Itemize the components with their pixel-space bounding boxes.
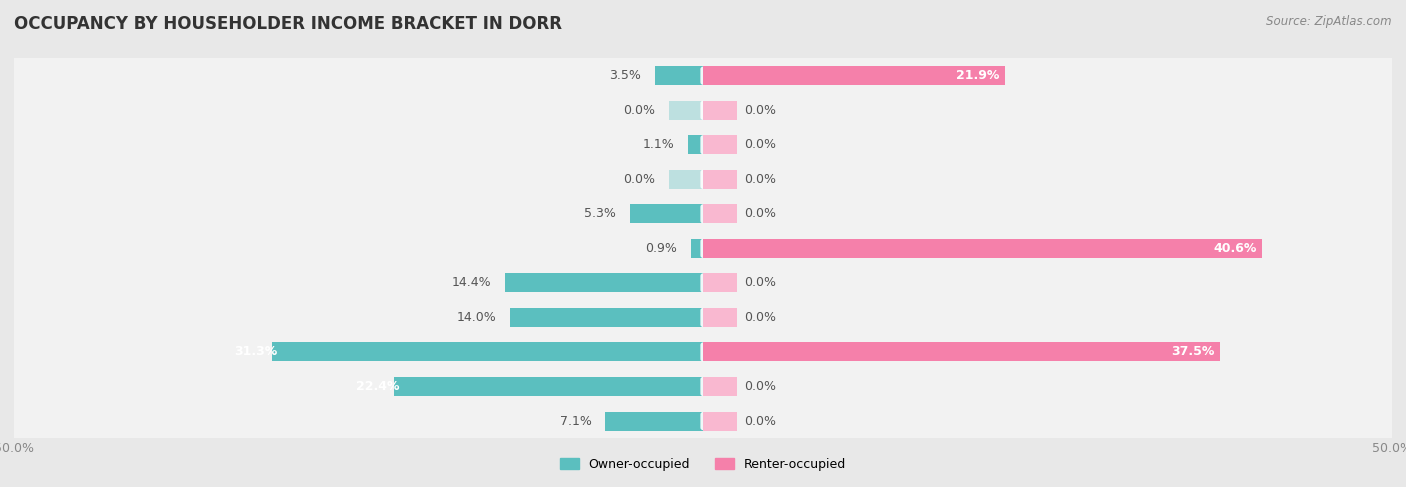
- Text: 0.0%: 0.0%: [744, 138, 776, 151]
- Bar: [703, 205, 738, 224]
- Text: 22.4%: 22.4%: [356, 380, 399, 393]
- Bar: [703, 101, 738, 120]
- Bar: [655, 66, 703, 85]
- Bar: [703, 231, 1392, 265]
- Bar: [14, 300, 703, 335]
- Text: $100,000 to $149,999: $100,000 to $149,999: [703, 379, 820, 393]
- Bar: [690, 239, 703, 258]
- Bar: [703, 135, 738, 154]
- Bar: [703, 300, 1392, 335]
- Bar: [394, 377, 703, 396]
- Text: OCCUPANCY BY HOUSEHOLDER INCOME BRACKET IN DORR: OCCUPANCY BY HOUSEHOLDER INCOME BRACKET …: [14, 15, 562, 33]
- Bar: [605, 412, 703, 431]
- Bar: [688, 135, 703, 154]
- Bar: [703, 404, 1392, 438]
- Text: 3.5%: 3.5%: [609, 69, 641, 82]
- Text: $5,000 to $9,999: $5,000 to $9,999: [703, 103, 789, 117]
- Bar: [703, 369, 1392, 404]
- Bar: [703, 342, 1219, 361]
- Bar: [14, 93, 703, 128]
- Text: $25,000 to $34,999: $25,000 to $34,999: [703, 242, 804, 255]
- Bar: [669, 101, 703, 120]
- Bar: [703, 335, 1392, 369]
- Bar: [703, 342, 738, 361]
- Text: $15,000 to $19,999: $15,000 to $19,999: [703, 172, 804, 187]
- Text: 0.0%: 0.0%: [744, 311, 776, 324]
- Text: 21.9%: 21.9%: [956, 69, 1000, 82]
- Bar: [630, 205, 703, 224]
- Text: 5.3%: 5.3%: [585, 207, 616, 220]
- Text: 0.0%: 0.0%: [744, 277, 776, 289]
- Bar: [703, 66, 1005, 85]
- Bar: [703, 377, 738, 396]
- Bar: [14, 197, 703, 231]
- Bar: [703, 170, 738, 189]
- Text: $150,000 or more: $150,000 or more: [703, 414, 813, 428]
- Bar: [703, 239, 738, 258]
- Bar: [703, 197, 1392, 231]
- Text: $35,000 to $49,999: $35,000 to $49,999: [703, 276, 804, 290]
- Text: $50,000 to $74,999: $50,000 to $74,999: [703, 310, 804, 324]
- Bar: [703, 412, 738, 431]
- Text: 14.4%: 14.4%: [451, 277, 491, 289]
- Bar: [14, 335, 703, 369]
- Text: 1.1%: 1.1%: [643, 138, 673, 151]
- Bar: [510, 308, 703, 327]
- Bar: [14, 404, 703, 438]
- Bar: [703, 239, 1263, 258]
- Bar: [14, 231, 703, 265]
- Text: 0.0%: 0.0%: [744, 414, 776, 428]
- Bar: [703, 162, 1392, 197]
- Text: 37.5%: 37.5%: [1171, 345, 1215, 358]
- Text: 0.9%: 0.9%: [645, 242, 676, 255]
- Legend: Owner-occupied, Renter-occupied: Owner-occupied, Renter-occupied: [555, 453, 851, 476]
- Text: 0.0%: 0.0%: [744, 380, 776, 393]
- Text: 14.0%: 14.0%: [457, 311, 496, 324]
- Text: 0.0%: 0.0%: [744, 173, 776, 186]
- Text: $75,000 to $99,999: $75,000 to $99,999: [703, 345, 804, 359]
- Bar: [703, 66, 738, 85]
- Bar: [703, 128, 1392, 162]
- Text: Less than $5,000: Less than $5,000: [703, 69, 808, 82]
- Text: 0.0%: 0.0%: [744, 104, 776, 117]
- Bar: [14, 369, 703, 404]
- Text: 7.1%: 7.1%: [560, 414, 592, 428]
- Text: Source: ZipAtlas.com: Source: ZipAtlas.com: [1267, 15, 1392, 28]
- Bar: [14, 162, 703, 197]
- Bar: [703, 93, 1392, 128]
- Bar: [14, 265, 703, 300]
- Bar: [505, 273, 703, 292]
- Bar: [703, 265, 1392, 300]
- Bar: [14, 58, 703, 93]
- Bar: [14, 128, 703, 162]
- Text: 0.0%: 0.0%: [623, 104, 655, 117]
- Text: 0.0%: 0.0%: [623, 173, 655, 186]
- Bar: [703, 58, 1392, 93]
- Bar: [703, 308, 738, 327]
- Text: $10,000 to $14,999: $10,000 to $14,999: [703, 138, 804, 152]
- Bar: [703, 273, 738, 292]
- Text: $20,000 to $24,999: $20,000 to $24,999: [703, 207, 804, 221]
- Text: 40.6%: 40.6%: [1213, 242, 1257, 255]
- Bar: [271, 342, 703, 361]
- Text: 0.0%: 0.0%: [744, 207, 776, 220]
- Text: 31.3%: 31.3%: [233, 345, 277, 358]
- Bar: [669, 170, 703, 189]
